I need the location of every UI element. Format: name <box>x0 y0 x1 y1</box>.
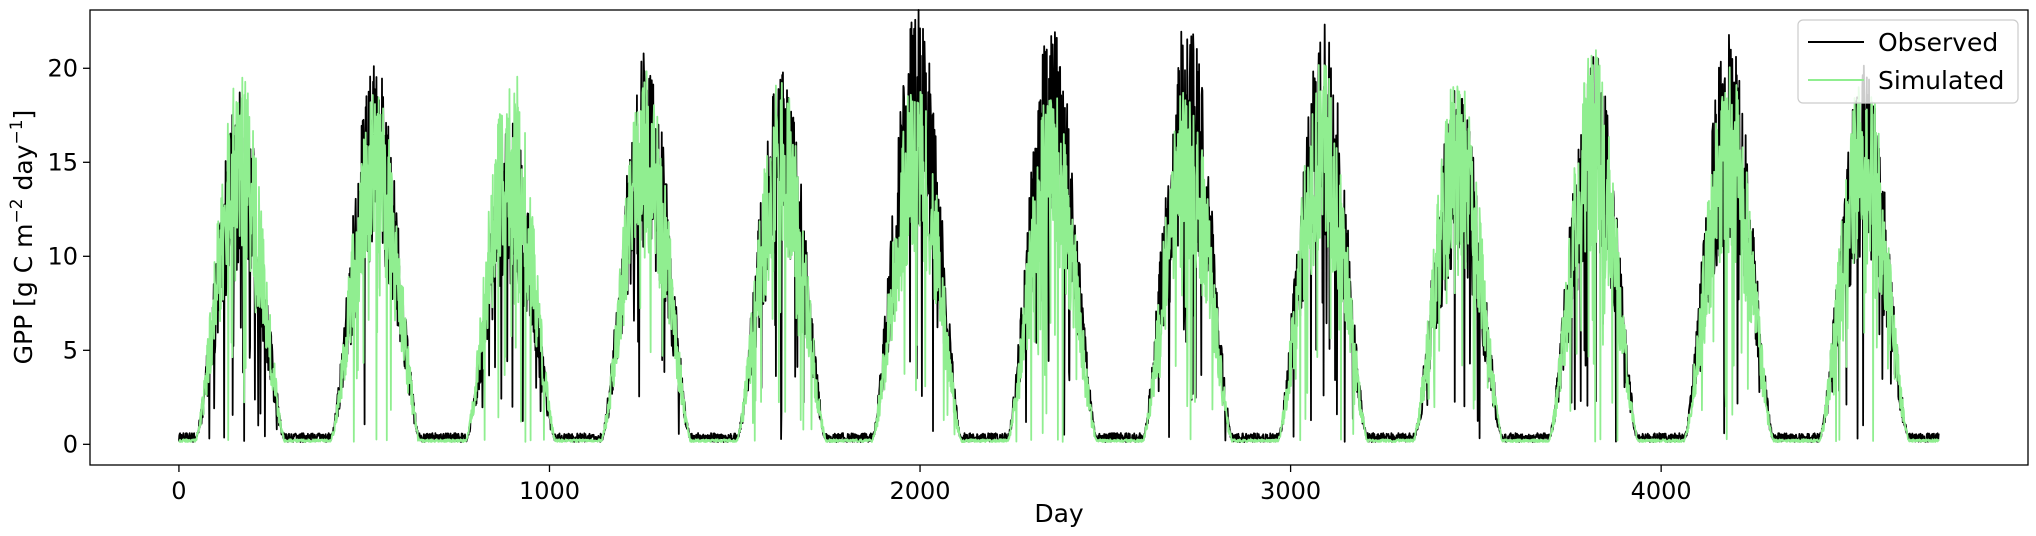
x-tick-label: 3000 <box>1260 477 1321 505</box>
x-tick-label: 1000 <box>519 477 580 505</box>
series-layer <box>178 9 1940 443</box>
y-tick-label: 20 <box>47 54 78 82</box>
legend-box <box>1797 19 2019 104</box>
series-line-simulated <box>178 49 1940 443</box>
legend-label-observed: Observed <box>1878 28 1998 57</box>
y-axis: 0 5 10 15 20 <box>47 54 90 458</box>
legend-label-simulated: Simulated <box>1878 66 2004 95</box>
x-axis: 0 1000 2000 3000 4000 <box>171 465 1692 505</box>
x-axis-label: Day <box>1034 499 1084 528</box>
y-tick-label: 0 <box>63 430 78 458</box>
plot-frame <box>89 9 2029 466</box>
legend: Observed Simulated <box>1797 19 2019 104</box>
y-axis-label: GPP [g C m−2 day−1] <box>7 110 38 365</box>
y-tick-label: 10 <box>47 242 78 270</box>
y-tick-label: 5 <box>63 336 78 364</box>
x-tick-label: 2000 <box>890 477 951 505</box>
x-tick-label: 0 <box>171 477 186 505</box>
x-tick-label: 4000 <box>1631 477 1692 505</box>
y-tick-label: 15 <box>47 148 78 176</box>
